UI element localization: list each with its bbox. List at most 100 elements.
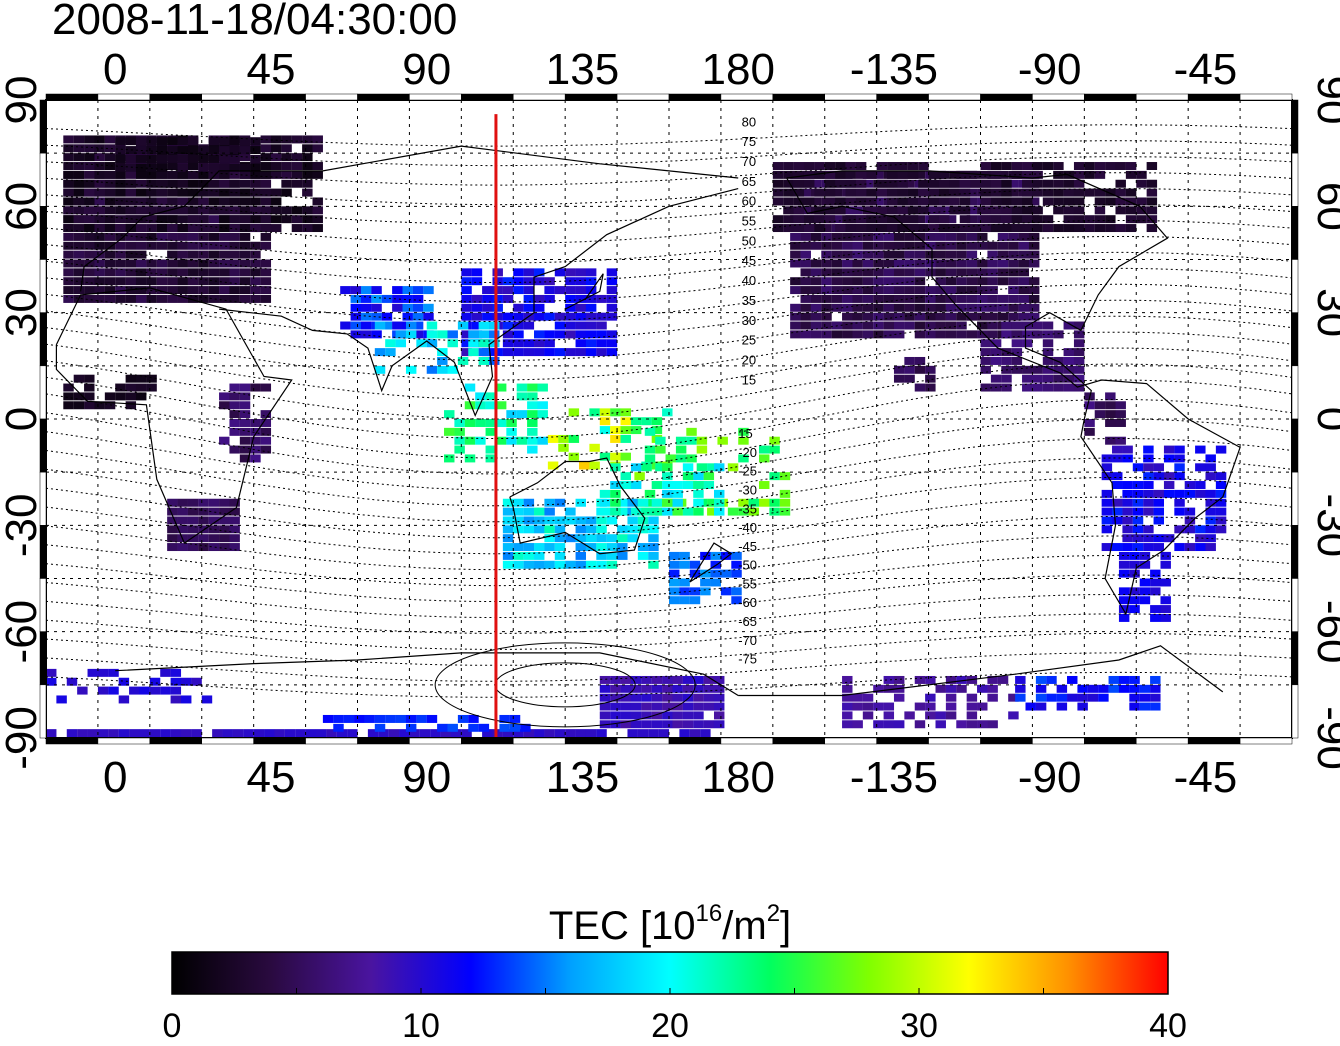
tec-cell xyxy=(167,294,178,303)
tec-cell xyxy=(585,339,597,348)
tec-cell xyxy=(935,312,946,321)
tec-cell xyxy=(270,170,282,179)
tec-cell xyxy=(1022,339,1033,348)
tec-cell xyxy=(1032,162,1043,171)
tec-cell xyxy=(1101,516,1113,525)
tec-cell xyxy=(187,534,199,543)
tec-cell xyxy=(1174,454,1185,463)
frame-segment xyxy=(409,93,462,101)
tec-cell xyxy=(1108,675,1120,684)
tec-cell xyxy=(727,507,739,516)
tec-cell xyxy=(610,702,621,711)
tec-cell xyxy=(104,268,116,277)
tec-cell xyxy=(672,711,683,720)
tec-cell xyxy=(73,241,85,250)
tec-cell xyxy=(239,163,251,172)
tec-cell xyxy=(1001,321,1012,330)
tec-cell xyxy=(641,711,652,720)
tec-cell xyxy=(447,365,458,374)
tec-cell xyxy=(177,259,188,268)
tec-cell xyxy=(617,498,628,507)
tec-cell xyxy=(97,686,109,695)
tec-cell xyxy=(925,702,936,711)
tec-cell xyxy=(156,294,168,303)
magnetic-contour xyxy=(46,574,1292,618)
colorbar-title: TEC [1016/m2] xyxy=(0,890,1340,950)
tec-cell xyxy=(219,525,230,534)
tec-cell xyxy=(229,525,240,534)
tec-cell xyxy=(824,188,836,197)
magnetic-contour xyxy=(46,283,1292,342)
tec-cell xyxy=(302,188,313,197)
tec-cell xyxy=(167,179,178,188)
tec-cell xyxy=(842,303,853,312)
tec-cell xyxy=(810,277,822,286)
tec-cell xyxy=(534,294,545,303)
tec-cell xyxy=(1153,472,1165,481)
tec-cell xyxy=(177,206,188,215)
tec-cell xyxy=(1056,693,1068,702)
tec-cell xyxy=(208,224,220,233)
tec-cell xyxy=(115,137,126,146)
tec-cell xyxy=(1129,605,1140,614)
tec-cell xyxy=(1008,711,1019,720)
tec-cell xyxy=(918,224,929,233)
tec-cell xyxy=(596,312,607,321)
tec-cell xyxy=(135,294,147,303)
tec-cell xyxy=(340,321,351,330)
tec-cell xyxy=(966,188,978,197)
tec-cell xyxy=(1046,693,1057,702)
tec-cell xyxy=(516,383,528,392)
tec-cell xyxy=(1122,481,1133,490)
tec-cell xyxy=(682,675,694,684)
tec-cell xyxy=(606,330,618,339)
tec-cell xyxy=(938,170,950,179)
tec-cell xyxy=(229,259,240,268)
tec-cell xyxy=(873,312,884,321)
tec-cell xyxy=(1184,516,1196,525)
tec-cell xyxy=(1136,179,1147,188)
tec-cell xyxy=(554,560,566,569)
tec-cell xyxy=(219,507,230,516)
tec-cell xyxy=(167,250,178,259)
tec-cell xyxy=(883,702,895,711)
frame-segment xyxy=(357,737,410,745)
tec-cell xyxy=(84,294,95,303)
tec-cell xyxy=(63,294,74,303)
tec-cell xyxy=(707,507,718,516)
tec-cell xyxy=(1094,410,1106,419)
tec-cell xyxy=(187,543,199,552)
contour-label: 25 xyxy=(742,333,756,348)
tec-cell xyxy=(547,461,559,470)
tec-cell xyxy=(208,277,220,286)
tec-cell xyxy=(599,702,611,711)
tec-cell xyxy=(821,232,832,241)
contour-label: 65 xyxy=(742,174,756,189)
tec-cell xyxy=(239,153,251,162)
tec-cell xyxy=(527,419,538,427)
tec-cell xyxy=(1101,507,1113,516)
tec-cell xyxy=(897,224,908,233)
tec-cell xyxy=(803,162,815,171)
tec-cell xyxy=(191,677,202,686)
tec-cell xyxy=(198,232,209,241)
tec-cell xyxy=(84,170,95,179)
tec-cell xyxy=(97,729,109,738)
tec-cell xyxy=(630,711,642,720)
tec-cell xyxy=(350,330,362,339)
tec-cell xyxy=(575,560,586,569)
tec-cell xyxy=(492,277,503,286)
tec-cell xyxy=(772,170,784,179)
tec-cell xyxy=(610,711,621,720)
tec-cell xyxy=(1011,365,1023,374)
tec-cell xyxy=(198,268,209,277)
tec-cell xyxy=(883,250,895,259)
tec-cell xyxy=(219,146,230,155)
tec-cell xyxy=(187,259,199,268)
tec-cell xyxy=(575,294,586,303)
tec-cell xyxy=(949,224,960,233)
tec-cell xyxy=(918,179,929,188)
tec-cell xyxy=(523,268,535,277)
tec-cell xyxy=(146,224,157,233)
tec-cell xyxy=(219,163,230,172)
